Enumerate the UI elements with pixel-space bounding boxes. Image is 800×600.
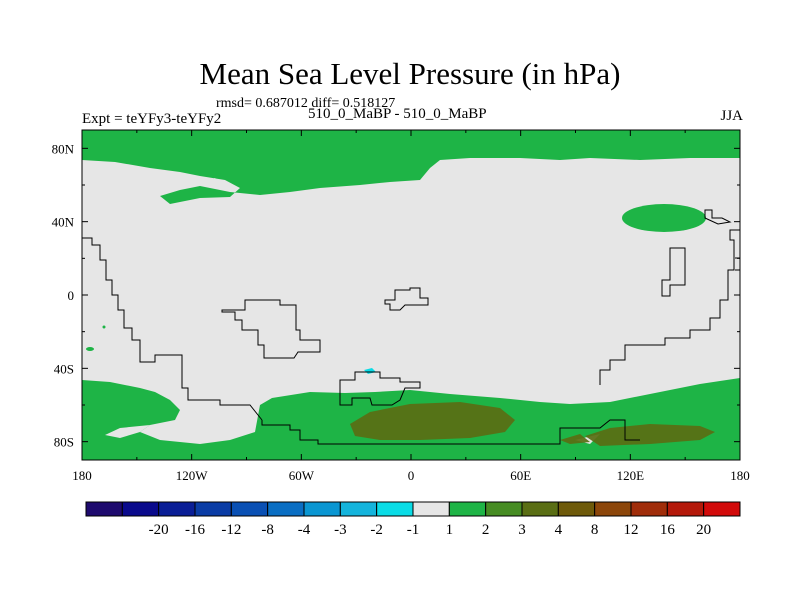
colorbar-label: 2: [482, 522, 490, 538]
experiment-label: Expt = teYFy3-teYFy2: [82, 111, 222, 127]
colorbar-label: 8: [591, 522, 599, 538]
colorbar-label: 4: [555, 522, 563, 538]
stats-label: rmsd= 0.687012 diff= 0.518127: [216, 96, 396, 111]
antarctic-gap: [105, 425, 150, 438]
colorbar: -20 -16 -12 -8 -4 -3 -2 -1 1 2 3 4 8 12 16 20: [85, 501, 741, 538]
coastline-americas: [82, 237, 263, 421]
colorbar-label: -2: [370, 522, 383, 538]
colorbar-label: -4: [298, 522, 311, 538]
colorbar-label: -12: [221, 522, 241, 538]
olive-blob-east-2: [560, 434, 590, 444]
arctic-band: [82, 130, 740, 204]
colorbar-swatch: [158, 501, 196, 517]
x-tick-label: 180: [72, 468, 92, 483]
season-label: JJA: [720, 108, 743, 124]
colorbar-label: -16: [185, 522, 205, 538]
olive-blob-main: [350, 402, 515, 440]
colorbar-swatch: [339, 501, 378, 517]
colorbar-swatch: [230, 501, 269, 517]
coastline-antarctica: [261, 419, 640, 445]
colorbar-swatch: [557, 501, 596, 517]
colorbar-swatch: [412, 501, 450, 517]
colorbar-swatch: [485, 501, 523, 517]
coastlines: [82, 209, 740, 445]
green-speck-1: [102, 325, 106, 329]
arctic-gap: [205, 178, 222, 188]
coastline-east-asia: [661, 247, 686, 297]
period-label: 510_0_MaBP - 510_0_MaBP: [308, 106, 487, 122]
colorbar-label: 20: [696, 522, 711, 538]
colorbar-label: 16: [660, 522, 676, 538]
x-tick-label: 0: [408, 468, 415, 483]
colorbar-swatch: [376, 501, 414, 517]
colorbar-label: 1: [446, 522, 454, 538]
colorbar-swatch: [594, 501, 632, 517]
colorbar-label: -1: [407, 522, 420, 538]
y-tick-label: 40S: [54, 361, 74, 376]
colorbar-swatch: [267, 501, 305, 517]
y-tick-label: 80N: [52, 141, 75, 156]
coastline-africa: [384, 287, 429, 311]
colorbar-swatch: [521, 501, 559, 517]
colorbar-label: -20: [149, 522, 169, 538]
colorbar-label: 12: [624, 522, 639, 538]
y-tick-label: 0: [68, 288, 75, 303]
olive-regions: [350, 402, 715, 446]
colorbar-swatch: [448, 501, 487, 517]
colorbar-label: 3: [518, 522, 526, 538]
coastline-south-atlantic: [339, 371, 421, 406]
colorbar-swatch: [703, 501, 741, 517]
x-tick-label: 120W: [176, 468, 209, 483]
x-tick-label: 60E: [510, 468, 531, 483]
olive-blob-east: [585, 424, 715, 446]
x-tick-label: 120E: [617, 468, 645, 483]
coastline-indian-ocean: [599, 229, 740, 385]
east-asia-blob: [622, 204, 706, 232]
colorbar-swatch: [194, 501, 232, 517]
coastline-japan: [704, 209, 732, 225]
colorbar-swatch: [303, 501, 341, 517]
colorbar-swatch: [121, 501, 160, 517]
x-tick-label: 60W: [289, 468, 315, 483]
x-tick-label: 180: [730, 468, 750, 483]
green-speck-2: [86, 347, 94, 351]
colorbar-label: -8: [261, 522, 274, 538]
colorbar-swatch: [85, 501, 123, 517]
colorbar-swatch: [666, 501, 705, 517]
colorbar-label: -3: [334, 522, 347, 538]
coastline-south-america: [221, 299, 321, 359]
y-tick-label: 40N: [52, 215, 75, 230]
chart-title: Mean Sea Level Pressure (in hPa): [199, 56, 621, 91]
y-tick-label: 80S: [54, 435, 74, 450]
map-plot: [81, 129, 741, 461]
colorbar-swatch: [630, 501, 668, 517]
axes: 180 120W 60W 0 60E 120E 180 80N 40N 0 40S 80S: [52, 130, 750, 483]
